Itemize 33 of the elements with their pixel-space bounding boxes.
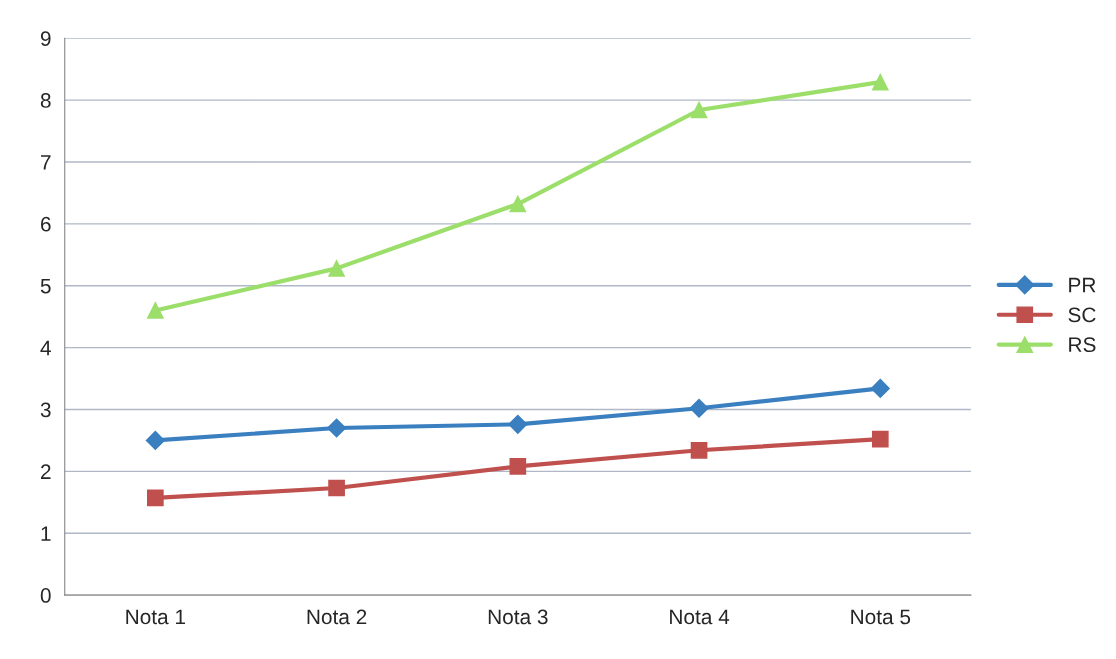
- point: [327, 418, 347, 438]
- y-tick-label: 3: [40, 402, 51, 418]
- x-tick-label: Nota 2: [307, 609, 367, 625]
- point: [328, 479, 345, 497]
- point: [145, 430, 165, 450]
- y-tick-label: 7: [41, 155, 51, 170]
- legend-label: PR: [1069, 277, 1096, 293]
- y-tick-label: 6: [41, 216, 51, 232]
- point: [690, 441, 708, 459]
- point: [871, 73, 889, 91]
- point: [508, 414, 528, 434]
- x-tick-label: Nota 4: [670, 609, 730, 625]
- point: [870, 378, 890, 398]
- y-tick-label: 0: [40, 588, 51, 603]
- point: [689, 398, 709, 418]
- x-tick-label: Nota 5: [851, 609, 911, 625]
- point: [871, 430, 889, 448]
- y-tick-label: 1: [41, 526, 51, 541]
- y-tick-label: 2: [41, 464, 51, 479]
- y-tick-label: 8: [40, 93, 51, 108]
- legend-label: RS: [1069, 337, 1096, 353]
- legend-label: SC: [1068, 307, 1096, 323]
- point: [509, 458, 527, 475]
- y-tick-label: 9: [40, 31, 51, 46]
- y-tick-label: 5: [40, 278, 51, 294]
- point: [328, 260, 345, 277]
- x-tick-label: Nota 1: [126, 609, 186, 625]
- point: [509, 195, 527, 213]
- point: [147, 302, 164, 319]
- x-tick-label: Nota 3: [488, 609, 548, 625]
- point: [147, 489, 164, 507]
- y-tick-label: 4: [40, 340, 51, 356]
- point: [690, 101, 708, 119]
